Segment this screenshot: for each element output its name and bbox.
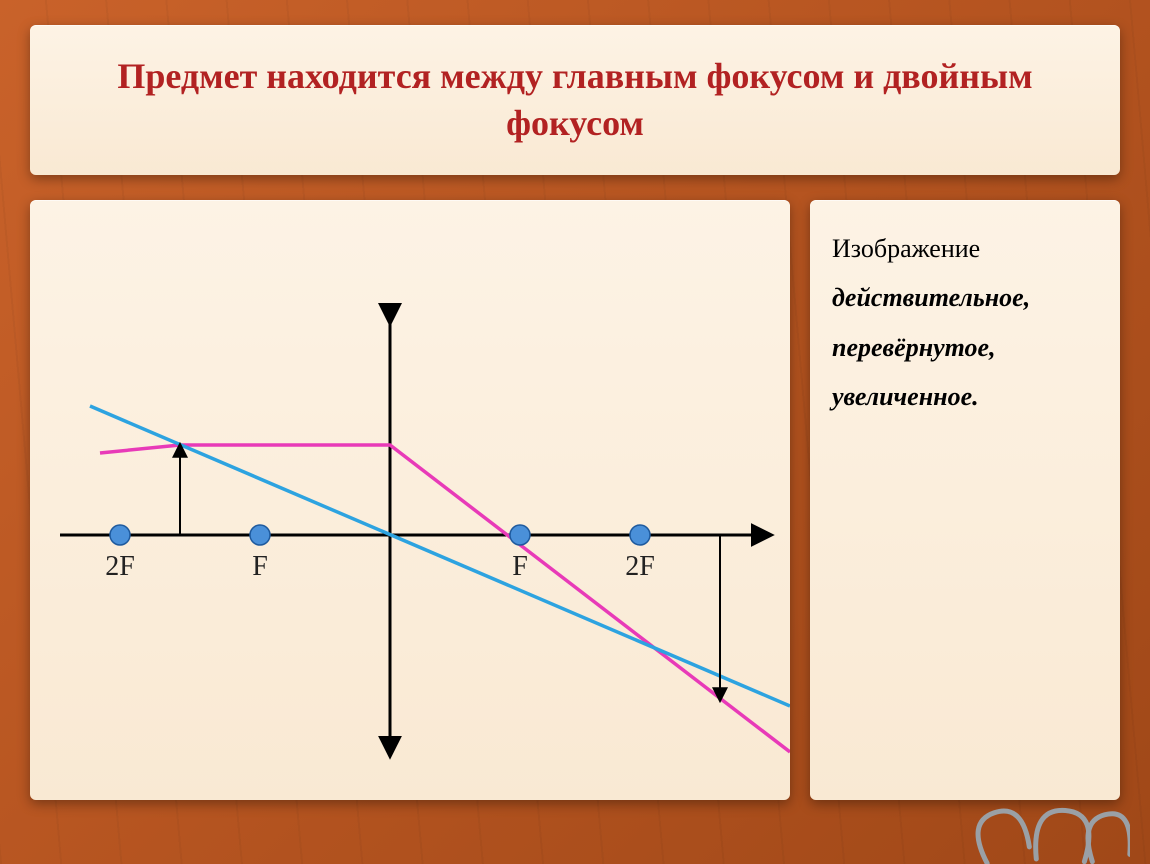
desc-line-4: увеличенное. (832, 382, 979, 411)
desc-line-1: Изображение (832, 234, 980, 263)
optics-diagram: 2F F F 2F (30, 200, 790, 800)
focal-point-marker (630, 525, 650, 545)
description-text: Изображение действительное, перевёрнутое… (832, 224, 1098, 422)
slide-title: Предмет находится между главным фокусом … (70, 53, 1080, 147)
diagram-card: 2F F F 2F (30, 200, 790, 800)
focal-point-marker (250, 525, 270, 545)
title-card: Предмет находится между главным фокусом … (30, 25, 1120, 175)
focal-point-label: F (512, 551, 528, 582)
ray-through-center (90, 406, 790, 706)
focal-point-label: 2F (625, 551, 655, 582)
ray-parallel-then-through-focus (100, 445, 790, 752)
focal-point-label: 2F (105, 551, 135, 582)
focal-point-label: F (252, 551, 268, 582)
focal-point-marker (110, 525, 130, 545)
desc-line-2: действительное, (832, 283, 1030, 312)
paperclip-decoration (950, 784, 1130, 864)
description-card: Изображение действительное, перевёрнутое… (810, 200, 1120, 800)
desc-line-3: перевёрнутое, (832, 333, 996, 362)
focal-point-marker (510, 525, 530, 545)
